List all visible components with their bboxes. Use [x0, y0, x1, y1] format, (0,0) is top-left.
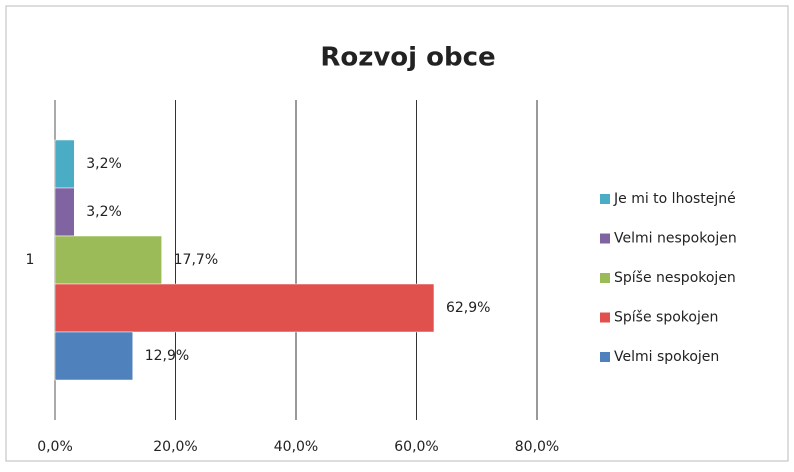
value-label: 62,9% [446, 300, 490, 316]
x-tick-label: 60,0% [394, 439, 438, 455]
bar [54, 187, 75, 237]
legend-swatch [600, 352, 610, 362]
legend-swatch [600, 312, 610, 323]
value-label: 3,2% [86, 204, 122, 220]
bar [54, 139, 75, 189]
legend-swatch [600, 194, 610, 204]
x-tick-label: 0,0% [37, 439, 73, 455]
x-tick-label: 80,0% [515, 439, 559, 455]
legend-label: Velmi nespokojen [614, 231, 737, 247]
y-tick-label: 1 [26, 252, 35, 268]
bar [54, 331, 133, 381]
chart-border [5, 5, 789, 462]
chart-title: Rozvoj obce [320, 43, 495, 73]
legend-label: Velmi spokojen [614, 349, 719, 365]
legend-label: Je mi to lhostejné [613, 191, 736, 207]
x-tick-label: 40,0% [274, 439, 318, 455]
bar [54, 235, 162, 285]
legend-swatch [600, 233, 610, 244]
bar [54, 283, 435, 333]
value-label: 17,7% [174, 252, 218, 268]
value-label: 3,2% [86, 156, 122, 172]
legend-label: Spíše spokojen [614, 310, 718, 326]
x-tick-label: 20,0% [153, 439, 197, 455]
legend-swatch [600, 273, 610, 283]
value-label: 12,9% [145, 348, 189, 364]
legend-label: Spíše nespokojen [614, 270, 736, 286]
